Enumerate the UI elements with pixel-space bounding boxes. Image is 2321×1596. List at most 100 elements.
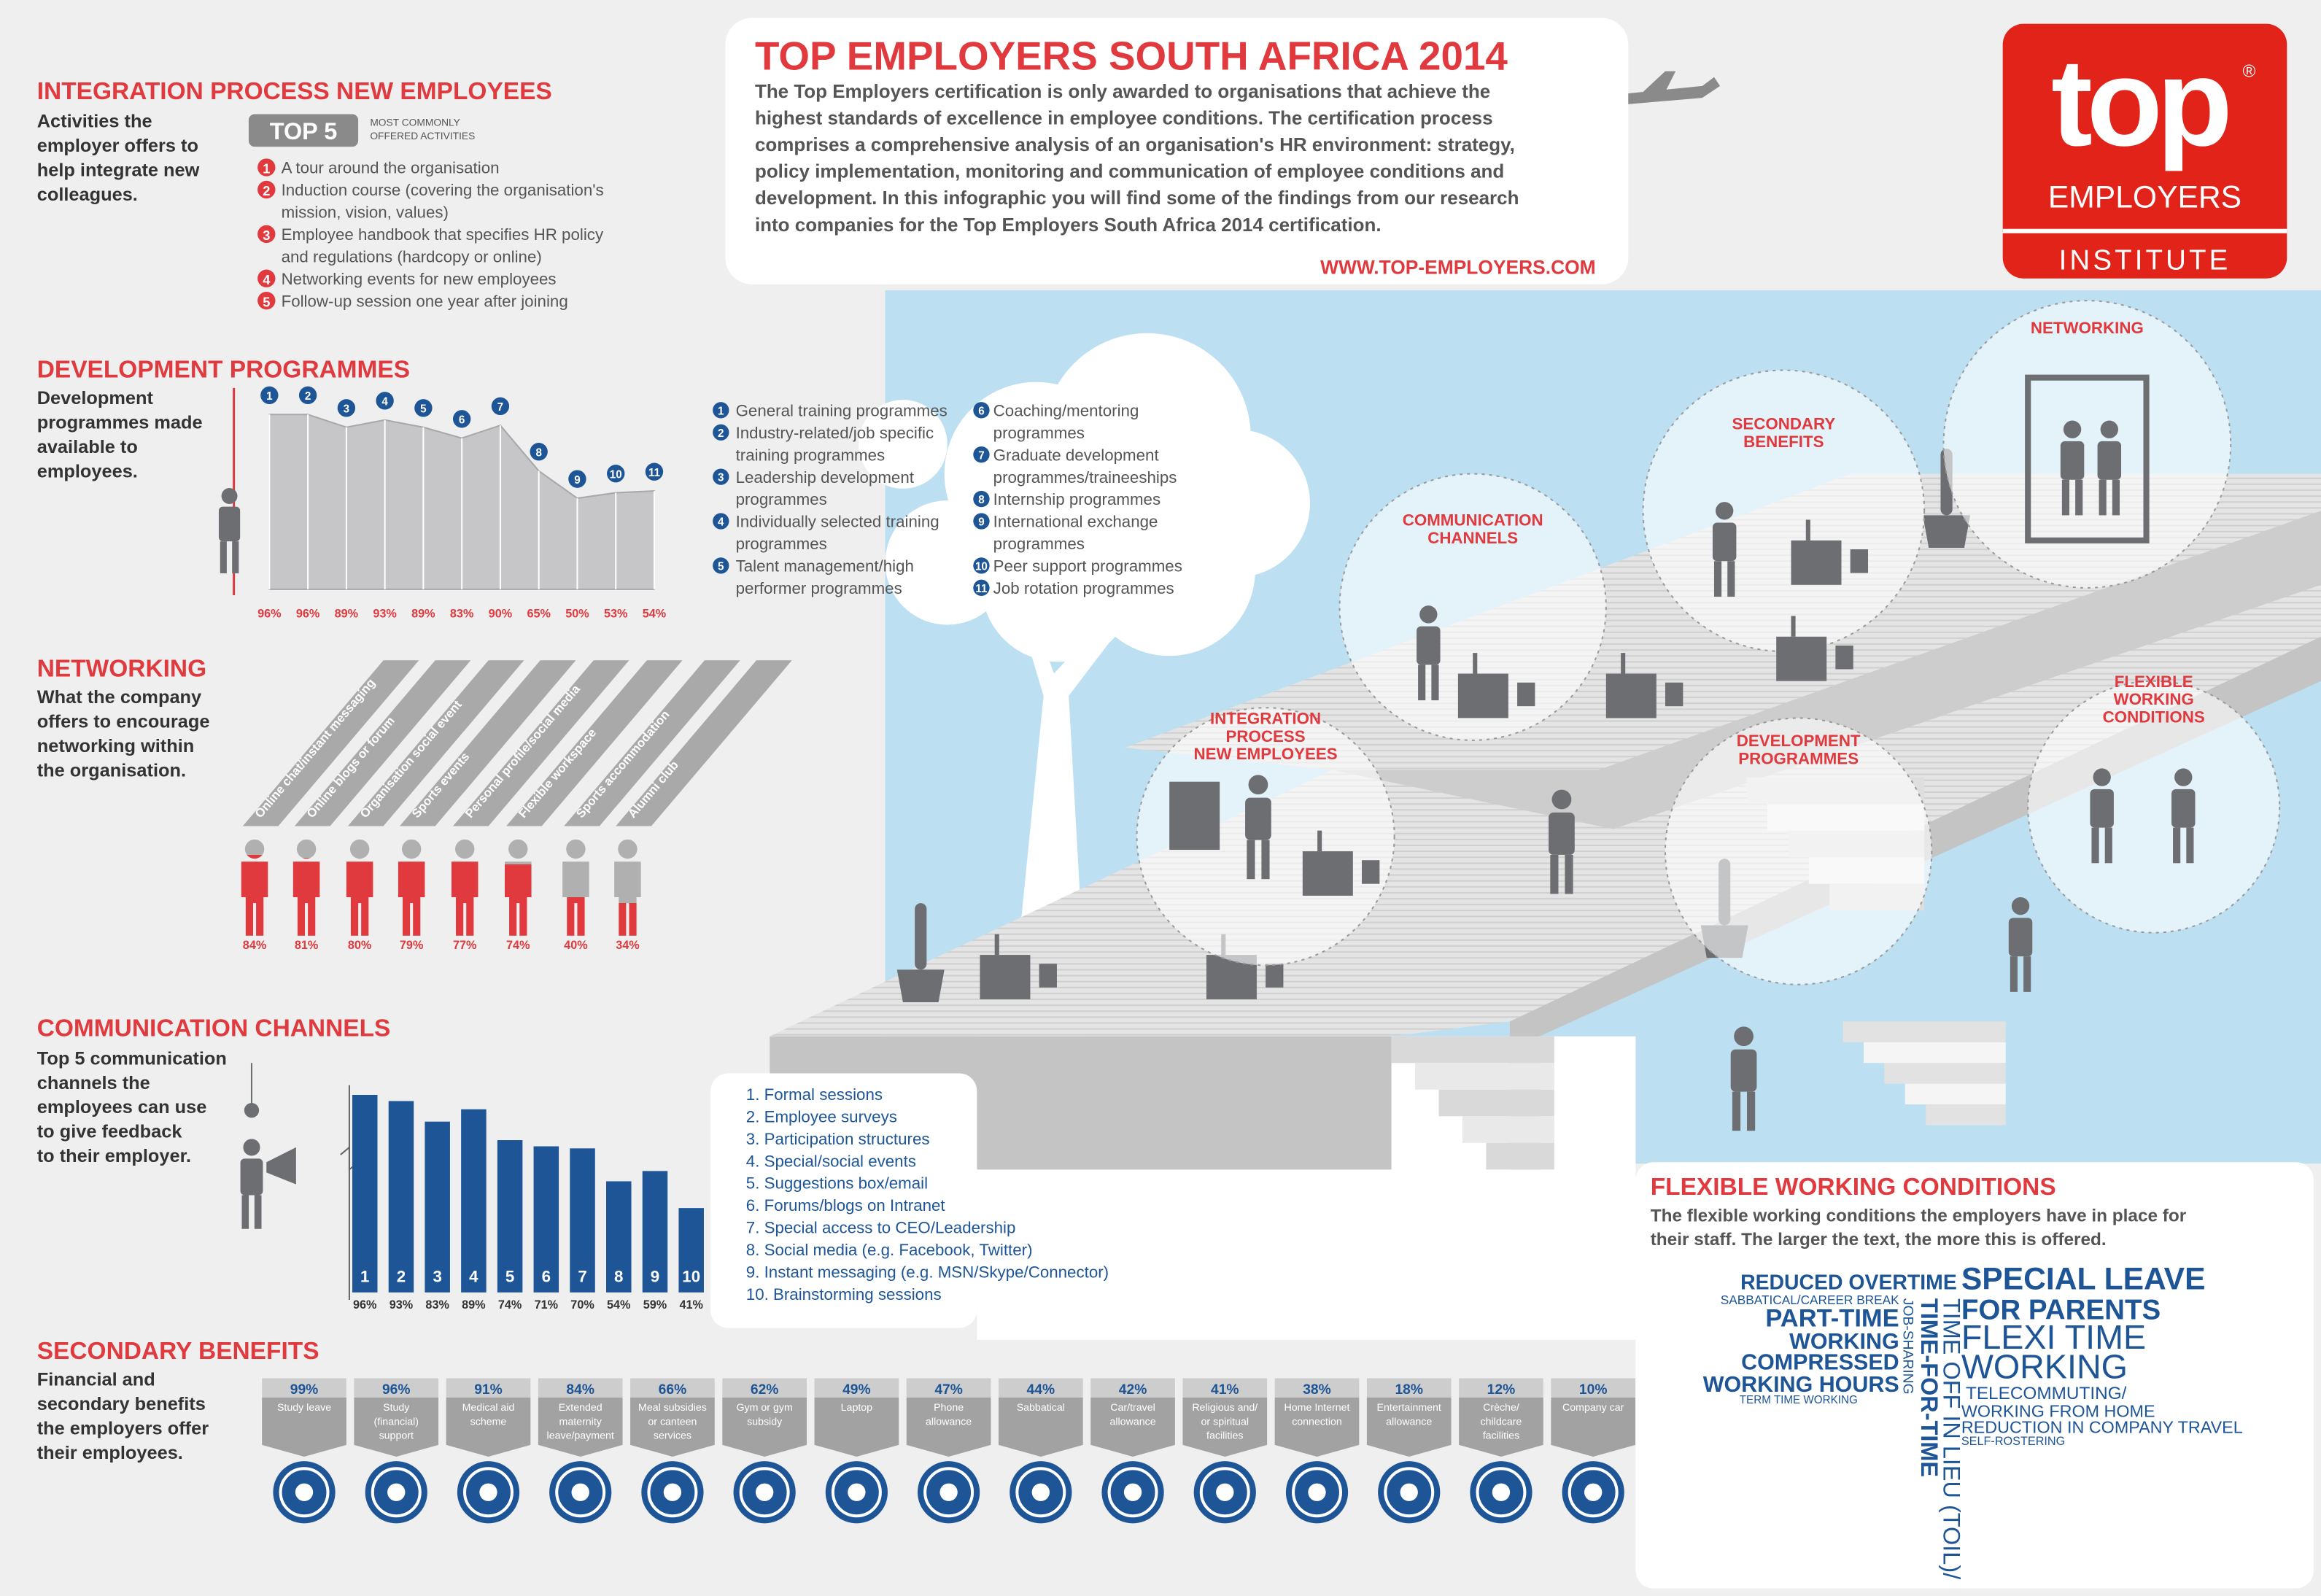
benefit-card: [262, 1397, 346, 1457]
scene-label: FLEXIBLE: [2115, 673, 2193, 691]
icon-leg: [220, 541, 227, 573]
legend-number: 6: [978, 405, 984, 417]
icon-leg: [1247, 840, 1255, 880]
icon-chair: [1850, 549, 1869, 573]
legend-text: programmes/traineeships: [993, 468, 1177, 487]
icon-desk: [1791, 540, 1842, 585]
stair-step: [1391, 1036, 1554, 1064]
icon-head: [1419, 605, 1438, 624]
benefit-icon-ring: [923, 1467, 974, 1518]
value-label: 42%: [1119, 1382, 1147, 1398]
cloud-term: TIME OFF IN LIEU (TOIL)/: [1939, 1298, 1965, 1580]
legend-card: [710, 1073, 977, 1328]
benefit-tab: [538, 1378, 623, 1398]
benefit-label: leave/payment: [547, 1430, 614, 1442]
icon-monitor: [1791, 616, 1796, 637]
point-badge: [607, 465, 625, 483]
value-label: 59%: [643, 1298, 667, 1312]
point-badge: [260, 386, 279, 405]
value-label: 18%: [1395, 1382, 1423, 1398]
point-number: 2: [305, 390, 311, 403]
icon-head: [1734, 1026, 1754, 1047]
legend-text: International exchange: [993, 513, 1158, 531]
stair-step: [1926, 1104, 2006, 1126]
icon-monitor: [1317, 830, 1322, 852]
value-label: 66%: [659, 1382, 687, 1398]
benefit-card: [538, 1397, 623, 1457]
point-number: 7: [497, 401, 503, 414]
icon-body: [1549, 812, 1575, 855]
legend-text: performer programmes: [736, 579, 902, 597]
benefit-label: facilities: [1206, 1430, 1243, 1442]
icon-leg: [1261, 840, 1270, 880]
value-label: 77%: [453, 939, 476, 952]
value-label: 90%: [489, 607, 512, 620]
cloud-term: FOR PARENTS: [1961, 1294, 2161, 1325]
benefit-icon-glyph: [295, 1483, 314, 1501]
benefit-icon-ring: [1015, 1467, 1066, 1518]
icon-body: [218, 506, 241, 542]
benefit-icon-ring: [1107, 1467, 1158, 1518]
legend-bullet: [713, 468, 729, 485]
scene-label: COMMUNICATION: [1403, 511, 1543, 530]
benefit-card: [906, 1397, 991, 1457]
person-figure: [346, 839, 373, 936]
benefit-card: [814, 1397, 899, 1457]
icon-leg: [1550, 854, 1559, 894]
icon-leg: [232, 541, 239, 573]
list-number: 4: [263, 272, 271, 287]
list-item: Follow-up session one year after joining: [282, 292, 568, 310]
icon-cactus: [915, 903, 927, 970]
benefit-tab: [630, 1378, 715, 1398]
stair-step: [1462, 1116, 1554, 1143]
scene-label: NEW EMPLOYEES: [1194, 745, 1338, 763]
scene-circle: [1642, 369, 1926, 653]
bar: [425, 1121, 450, 1293]
legend-text: Talent management/high: [736, 557, 914, 576]
legend-number: 10: [975, 560, 988, 573]
bar-number: 7: [578, 1268, 586, 1286]
benefit-label: Meal subsidies: [638, 1402, 707, 1414]
benefit-icon-ring: [1292, 1467, 1342, 1518]
benefit-label: services: [654, 1430, 691, 1442]
badge-text: TOP 5: [270, 118, 338, 144]
value-label: 74%: [498, 1298, 522, 1312]
legend-bullet: [973, 446, 990, 463]
badge-note: MOST COMMONLY: [370, 117, 460, 128]
icon-body: [2171, 789, 2196, 828]
intro-text: The Top Employers certification is only …: [755, 80, 1490, 102]
section-title: SECONDARY BENEFITS: [37, 1338, 319, 1365]
value-label: 79%: [400, 939, 423, 952]
icon-elevator: [2025, 374, 2150, 543]
legend-text: 8. Social media (e.g. Facebook, Twitter): [746, 1241, 1033, 1259]
benefit-label: allowance: [1386, 1416, 1432, 1428]
icon-chair: [1039, 964, 1057, 988]
benefit-label: scheme: [470, 1416, 507, 1428]
cloud-term: PART-TIME: [1765, 1304, 1899, 1332]
icon-body: [2090, 789, 2114, 828]
cloud-term: SPECIAL LEAVE: [1961, 1262, 2206, 1297]
lower-terrace: [770, 584, 2321, 1037]
section-title: INTEGRATION PROCESS NEW EMPLOYEES: [37, 78, 552, 105]
icon-body: [2008, 918, 2033, 957]
benefit-tab: [1274, 1378, 1360, 1398]
bar-number: 5: [505, 1268, 514, 1286]
benefit-icon-glyph: [848, 1483, 866, 1501]
legend-bullet: [973, 557, 990, 574]
value-label: 74%: [506, 939, 530, 952]
scene-circle: [1338, 473, 1607, 741]
benefit-label: Religious and/: [1192, 1402, 1258, 1414]
section-description: secondary benefits: [37, 1394, 206, 1414]
legend-number: 7: [978, 449, 984, 462]
benefit-label: facilities: [1483, 1430, 1519, 1442]
legend-text: programmes: [736, 490, 827, 508]
banner: [294, 660, 471, 826]
legend-bullet: [713, 513, 729, 530]
section-description: channels the: [37, 1073, 150, 1093]
value-label: 54%: [643, 607, 666, 620]
value-label: 96%: [257, 607, 281, 620]
stair-step: [1843, 1021, 2006, 1042]
icon-monitor: [1805, 519, 1810, 541]
scene-circle: [1942, 300, 2232, 589]
